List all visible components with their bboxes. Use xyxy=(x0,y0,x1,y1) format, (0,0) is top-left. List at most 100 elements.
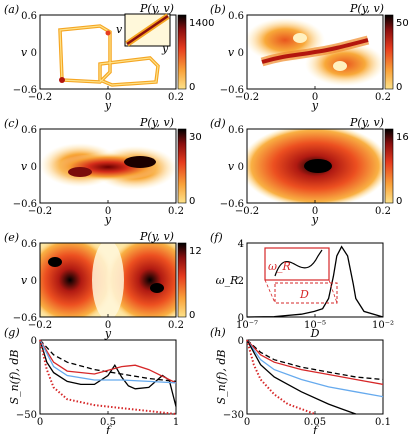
series-h-0 xyxy=(246,339,384,381)
ylabel-a: v xyxy=(21,46,28,59)
heatmap-d xyxy=(247,129,383,203)
ytick-e: 0.6 xyxy=(21,239,37,250)
ytick-b: −0.6 xyxy=(220,85,244,96)
panel-label-h: (h) xyxy=(210,326,226,339)
xtick-e: −0.2 xyxy=(28,320,52,331)
panel-label-d: (d) xyxy=(210,117,226,130)
ytick-d: −0.6 xyxy=(220,199,244,210)
panel-title-e: P(y, v) xyxy=(139,230,174,243)
ytick-d: 0 xyxy=(238,162,244,173)
ytick-f: 2 xyxy=(238,276,244,287)
xlabel-f: D xyxy=(310,327,320,340)
xtick-d: −0.2 xyxy=(235,206,259,217)
plot-f xyxy=(246,245,384,318)
ytick-h: −30 xyxy=(223,410,244,421)
ytick-e: −0.6 xyxy=(13,313,37,324)
ytick-b: 0 xyxy=(238,48,244,59)
panel-c xyxy=(39,128,177,204)
panel-label-a: (a) xyxy=(4,3,19,16)
colorbar-c xyxy=(177,128,187,204)
xtick-g: 0 xyxy=(37,417,43,428)
heatmap-a xyxy=(58,24,160,87)
ytick-g: 0 xyxy=(31,336,37,347)
heatmap-b xyxy=(247,18,383,86)
series-h-2 xyxy=(246,339,384,398)
xtick-a: 0 xyxy=(105,92,111,103)
panel-title-c: P(y, v) xyxy=(139,116,174,129)
ytick-h: 0 xyxy=(238,336,244,347)
colorbar-d-min: 0 xyxy=(396,196,402,207)
plot-g xyxy=(39,339,177,415)
panel-title-d: P(y, v) xyxy=(349,116,384,129)
colorbar-d xyxy=(384,128,394,204)
panel-h xyxy=(246,339,384,415)
panel-title-b: P(y, v) xyxy=(349,2,384,15)
series-g-2 xyxy=(39,339,177,384)
xtick-d: 0.2 xyxy=(375,206,391,217)
ytick-d: 0.6 xyxy=(228,125,244,136)
xtick-f: 10⁻² xyxy=(372,320,394,331)
xtick-h: 0.05 xyxy=(304,417,326,428)
xtick-h: 0 xyxy=(244,417,250,428)
ytick-c: 0.6 xyxy=(21,125,37,136)
panel-a: v y xyxy=(39,13,177,90)
colorbars: 1400 0 50 0 30 0 16 0 12 0 xyxy=(177,14,409,321)
xtick-a: 0.2 xyxy=(168,92,184,103)
inset-f-ylabel: ω_R xyxy=(268,260,291,273)
xtick-e: 0.2 xyxy=(168,320,184,331)
xtick-b: 0.2 xyxy=(375,92,391,103)
ylabel-f: ω_R xyxy=(216,274,239,287)
series-h-1 xyxy=(246,339,384,386)
ylabel-b: v xyxy=(228,46,235,59)
colorbar-a-min: 0 xyxy=(189,82,195,93)
xtick-f: 10⁻⁷ xyxy=(236,320,258,331)
xtick-e: 0 xyxy=(105,320,111,331)
colorbar-a xyxy=(177,14,187,90)
inset-f: ω_R D xyxy=(264,247,338,304)
xlabel-g: f xyxy=(105,424,112,434)
colorbar-e-min: 0 xyxy=(189,310,195,321)
colorbar-b-min: 0 xyxy=(396,82,402,93)
ytick-f: 4 xyxy=(238,239,244,250)
panel-f: ω_R D xyxy=(246,242,384,318)
panel-e xyxy=(39,242,177,318)
ytick-b: 0.6 xyxy=(228,11,244,22)
colorbar-d-max: 16 xyxy=(396,132,409,143)
xtick-g: 1 xyxy=(173,417,179,428)
colorbar-c-min: 0 xyxy=(189,196,195,207)
xlabel-h: f xyxy=(312,424,319,434)
xtick-b: −0.2 xyxy=(235,92,259,103)
inset-f-xlabel: D xyxy=(299,288,309,301)
xlabel-d: y xyxy=(311,213,319,226)
heatmap-c xyxy=(40,143,176,190)
ylabel-h: S_n(f), dB xyxy=(215,350,228,405)
xlabel-a: y xyxy=(104,99,112,112)
colorbar-b xyxy=(384,14,394,90)
panel-label-f: (f) xyxy=(210,231,223,244)
ytick-a: −0.6 xyxy=(13,85,37,96)
ytick-c: −0.6 xyxy=(13,199,37,210)
panel-label-g: (g) xyxy=(4,326,20,339)
xtick-c: −0.2 xyxy=(28,206,52,217)
xtick-g: 0.5 xyxy=(100,417,116,428)
ytick-c: 0 xyxy=(31,162,37,173)
xlabel-b: y xyxy=(311,99,319,112)
panel-d xyxy=(246,128,384,204)
colorbar-a-max: 1400 xyxy=(189,18,214,29)
panel-label-c: (c) xyxy=(4,117,19,130)
panel-label-e: (e) xyxy=(4,231,19,244)
xtick-d: 0 xyxy=(312,206,318,217)
colorbar-b-max: 50 xyxy=(396,18,409,29)
series-f-0 xyxy=(246,245,384,318)
series-h-4 xyxy=(246,339,316,415)
xtick-f: 10⁻⁵ xyxy=(304,320,326,331)
series-g-3 xyxy=(39,339,177,384)
ytick-f: 0 xyxy=(238,313,244,324)
ytick-a: 0 xyxy=(31,48,37,59)
axes-text: −0.2 0 0.2 0.6 0 −0.6 y v −0.2 0 0.2 0.6 0 −0.6 y v −0.2… xyxy=(8,11,394,434)
series-g-4 xyxy=(39,339,177,415)
inset-a-ylabel: v xyxy=(116,23,123,36)
xtick-c: 0.2 xyxy=(168,206,184,217)
ylabel-c: v xyxy=(21,160,28,173)
